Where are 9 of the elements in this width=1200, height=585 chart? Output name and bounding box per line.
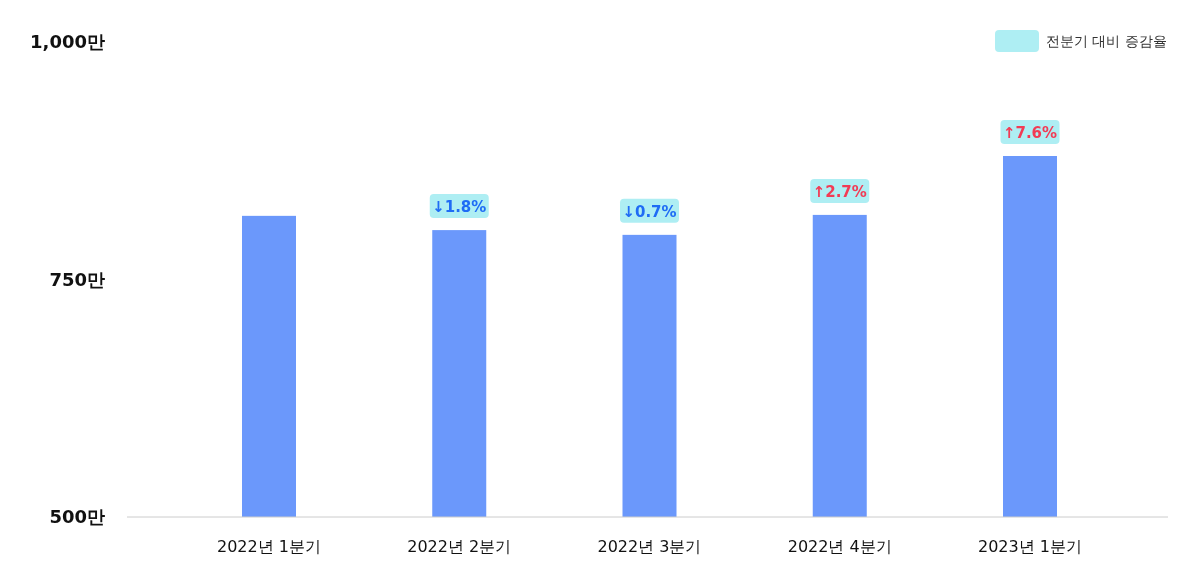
y-tick-label: 750만 bbox=[49, 268, 105, 290]
y-tick-label: 500만 bbox=[49, 506, 105, 528]
annotation: 전분기 대비 증감율 bbox=[1046, 32, 1167, 49]
x-tick-label: 2022년 4분기 bbox=[787, 537, 892, 556]
y-tick-label: 1,000만 bbox=[30, 31, 105, 53]
x-tick-label: 2022년 3분기 bbox=[597, 537, 702, 556]
x-tick-label: 2022년 2분기 bbox=[407, 537, 512, 556]
x-tick-label: 2023년 1분기 bbox=[978, 537, 1082, 556]
x-tick-label: 2022년 1분기 bbox=[217, 537, 321, 556]
